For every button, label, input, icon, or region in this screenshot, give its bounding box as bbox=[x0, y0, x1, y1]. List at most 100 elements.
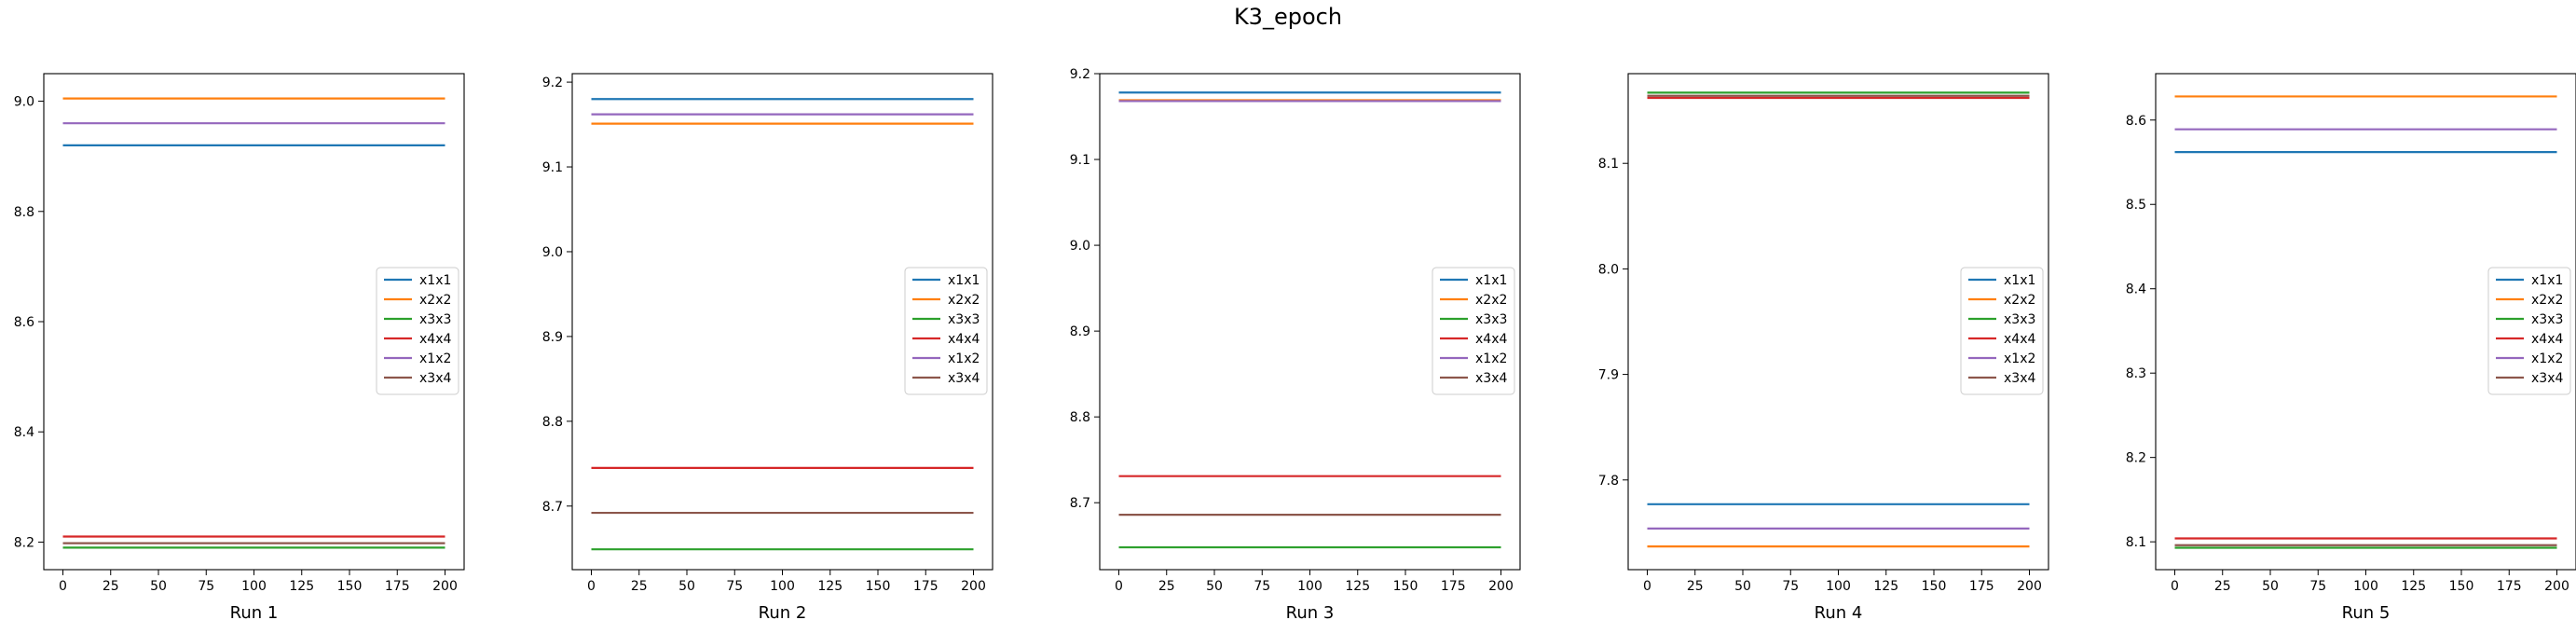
x-tick-label: 100 bbox=[241, 579, 267, 594]
y-tick-label: 9.1 bbox=[1070, 153, 1090, 168]
x-tick-label: 0 bbox=[1643, 579, 1651, 594]
legend-label-x1x1: x1x1 bbox=[948, 273, 980, 288]
x-axis-label: Run 1 bbox=[230, 603, 279, 620]
legend-label-x4x4: x4x4 bbox=[948, 332, 980, 347]
y-tick-label: 8.1 bbox=[1598, 157, 1619, 172]
legend: x1x1 x2x2 x3x3 x4x4 x1x2 x3x4 bbox=[376, 267, 459, 395]
x-tick-label: 25 bbox=[1687, 579, 1704, 594]
x-tick-label: 25 bbox=[1158, 579, 1175, 594]
x-tick-label: 0 bbox=[587, 579, 596, 594]
x-tick-label: 25 bbox=[103, 579, 119, 594]
y-tick-label: 8.9 bbox=[542, 330, 563, 345]
y-tick-label: 8.6 bbox=[14, 315, 34, 330]
y-tick-label: 8.7 bbox=[1070, 496, 1090, 511]
y-tick-label: 8.8 bbox=[542, 415, 563, 430]
x-tick-label: 25 bbox=[2214, 579, 2231, 594]
x-tick-label: 100 bbox=[2353, 579, 2378, 594]
legend-label-x3x3: x3x3 bbox=[419, 312, 451, 327]
x-tick-label: 0 bbox=[1115, 579, 1123, 594]
y-tick-label: 9.2 bbox=[542, 76, 563, 90]
y-tick-label: 8.5 bbox=[2126, 198, 2146, 213]
y-tick-label: 8.3 bbox=[2126, 366, 2146, 381]
legend: x1x1 x2x2 x3x3 x4x4 x1x2 x3x4 bbox=[2487, 267, 2571, 395]
x-tick-label: 75 bbox=[1782, 579, 1799, 594]
x-tick-label: 175 bbox=[385, 579, 410, 594]
x-axis-label: Run 4 bbox=[1815, 603, 1863, 620]
y-tick-label: 8.4 bbox=[2126, 282, 2146, 297]
x-tick-label: 50 bbox=[678, 579, 695, 594]
legend-label-x1x1: x1x1 bbox=[2004, 273, 2035, 288]
x-tick-label: 75 bbox=[2309, 579, 2326, 594]
x-tick-label: 150 bbox=[1922, 579, 1947, 594]
y-tick-label: 9.0 bbox=[542, 245, 563, 260]
y-tick-label: 8.1 bbox=[2126, 535, 2146, 550]
x-tick-label: 150 bbox=[2449, 579, 2474, 594]
x-tick-label: 200 bbox=[2017, 579, 2042, 594]
x-tick-label: 25 bbox=[631, 579, 648, 594]
x-tick-label: 150 bbox=[337, 579, 363, 594]
y-tick-label: 8.7 bbox=[542, 500, 563, 515]
x-axis-label: Run 2 bbox=[759, 603, 807, 620]
legend-label-x1x1: x1x1 bbox=[419, 273, 451, 288]
y-tick-label: 7.8 bbox=[1598, 474, 1619, 489]
legend-label-x3x3: x3x3 bbox=[2531, 312, 2563, 327]
x-tick-label: 125 bbox=[2401, 579, 2426, 594]
x-tick-label: 75 bbox=[1254, 579, 1270, 594]
legend-label-x4x4: x4x4 bbox=[419, 332, 451, 347]
legend-label-x3x3: x3x3 bbox=[2004, 312, 2035, 327]
legend-label-x1x2: x1x2 bbox=[1475, 351, 1507, 366]
y-tick-label: 8.6 bbox=[2126, 114, 2146, 129]
x-tick-label: 175 bbox=[1969, 579, 1994, 594]
x-axis-label: Run 5 bbox=[2342, 603, 2391, 620]
x-axis-label: Run 3 bbox=[1286, 603, 1335, 620]
legend-label-x3x4: x3x4 bbox=[419, 371, 451, 386]
legend: x1x1 x2x2 x3x3 x4x4 x1x2 x3x4 bbox=[1432, 267, 1515, 395]
legend-label-x4x4: x4x4 bbox=[2531, 332, 2563, 347]
subplot-2: 0 25 50 75 100 125 150 175 200 8.7 8.8 8.9 9.0 9.1 9.2… bbox=[542, 73, 993, 620]
x-tick-label: 75 bbox=[198, 579, 214, 594]
y-tick-label: 9.2 bbox=[1070, 67, 1090, 82]
y-tick-label: 8.0 bbox=[1598, 262, 1619, 277]
y-tick-label: 8.2 bbox=[14, 535, 34, 550]
legend-label-x3x4: x3x4 bbox=[948, 371, 980, 386]
x-tick-label: 50 bbox=[150, 579, 167, 594]
legend: x1x1 x2x2 x3x3 x4x4 x1x2 x3x4 bbox=[1960, 267, 2044, 395]
legend: x1x1 x2x2 x3x3 x4x4 x1x2 x3x4 bbox=[904, 267, 988, 395]
x-tick-label: 50 bbox=[1206, 579, 1223, 594]
x-tick-label: 200 bbox=[961, 579, 986, 594]
x-tick-label: 100 bbox=[1826, 579, 1851, 594]
x-tick-label: 175 bbox=[913, 579, 939, 594]
y-tick-label: 8.8 bbox=[1070, 410, 1090, 425]
x-tick-label: 175 bbox=[1441, 579, 1466, 594]
x-tick-label: 75 bbox=[726, 579, 743, 594]
subplot-5: 0 25 50 75 100 125 150 175 200 8.1 8.2 8.3 8.4 8.5 8.6… bbox=[2126, 73, 2576, 620]
subplot-4: 0 25 50 75 100 125 150 175 200 7.8 7.9 8.0 8.1 Run 4 x… bbox=[1598, 73, 2049, 620]
y-tick-label: 8.2 bbox=[2126, 451, 2146, 466]
x-tick-label: 125 bbox=[1873, 579, 1898, 594]
legend-label-x1x1: x1x1 bbox=[2531, 273, 2563, 288]
legend-label-x3x4: x3x4 bbox=[2531, 371, 2563, 386]
legend-label-x1x2: x1x2 bbox=[2531, 351, 2563, 366]
legend-label-x2x2: x2x2 bbox=[948, 293, 980, 308]
legend-label-x4x4: x4x4 bbox=[1475, 332, 1507, 347]
x-tick-label: 100 bbox=[770, 579, 795, 594]
y-tick-label: 8.9 bbox=[1070, 324, 1090, 339]
legend-label-x3x4: x3x4 bbox=[2004, 371, 2035, 386]
x-tick-label: 175 bbox=[2497, 579, 2522, 594]
subplot-3: 0 25 50 75 100 125 150 175 200 8.7 8.8 8.9 9.0 9.1 9.2… bbox=[1070, 67, 1521, 620]
legend-label-x4x4: x4x4 bbox=[2004, 332, 2035, 347]
legend-label-x3x4: x3x4 bbox=[1475, 371, 1507, 386]
y-tick-label: 8.4 bbox=[14, 425, 34, 440]
x-tick-label: 50 bbox=[1734, 579, 1751, 594]
legend-label-x2x2: x2x2 bbox=[2004, 293, 2035, 308]
x-tick-label: 100 bbox=[1297, 579, 1322, 594]
x-tick-label: 150 bbox=[866, 579, 891, 594]
x-tick-label: 50 bbox=[2262, 579, 2279, 594]
legend-label-x1x2: x1x2 bbox=[419, 351, 451, 366]
x-tick-label: 125 bbox=[289, 579, 314, 594]
legend-label-x1x1: x1x1 bbox=[1475, 273, 1507, 288]
x-tick-label: 200 bbox=[432, 579, 458, 594]
legend-label-x2x2: x2x2 bbox=[2531, 293, 2563, 308]
